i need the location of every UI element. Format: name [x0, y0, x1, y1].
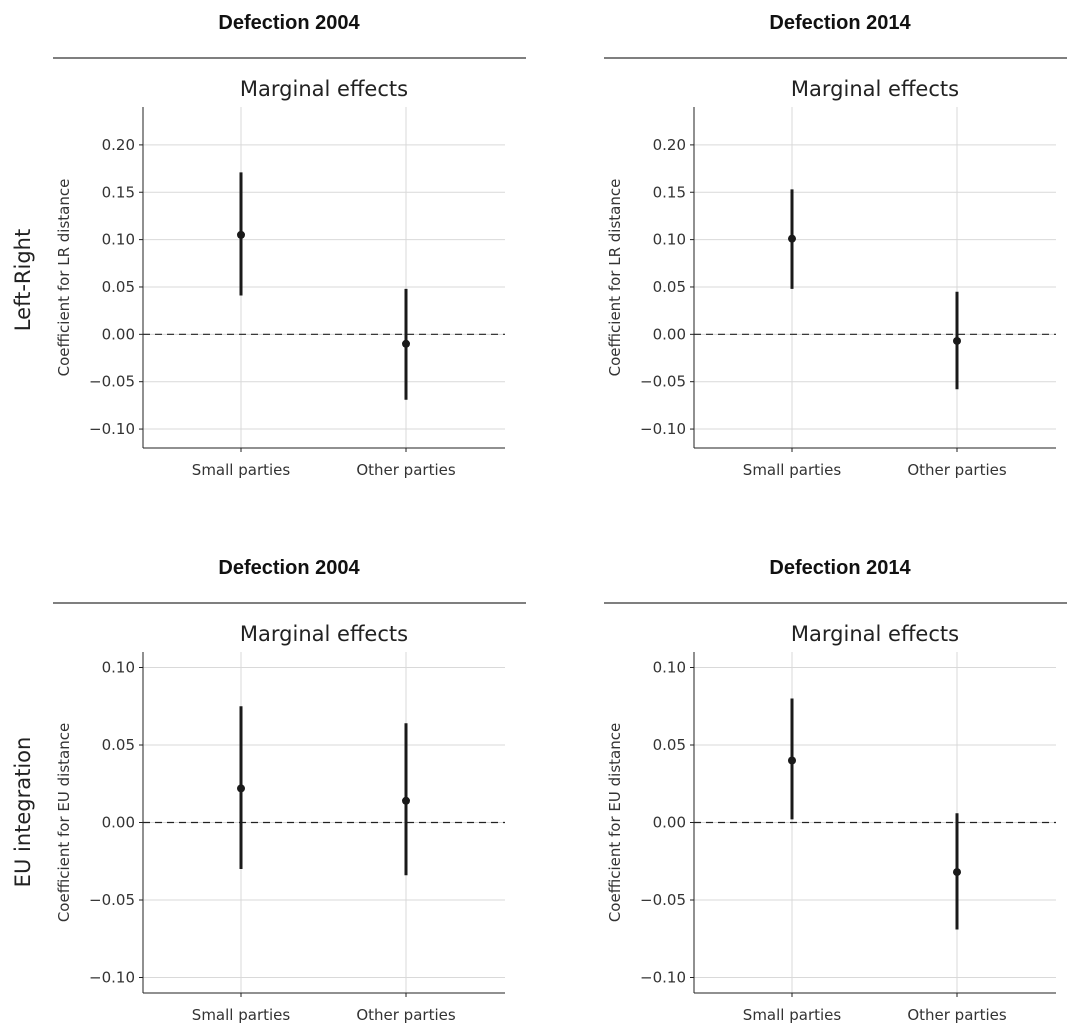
- column-title: Defection 2014: [769, 557, 911, 579]
- y-axis-label: Coefficient for EU distance: [55, 723, 73, 922]
- panel-title: Marginal effects: [240, 77, 408, 101]
- y-tick-label: 0.10: [102, 659, 135, 677]
- x-tick-label: Small parties: [743, 461, 842, 479]
- y-tick-label: 0.05: [102, 278, 135, 296]
- y-tick-label: −0.10: [89, 969, 135, 987]
- row-label-left-right: Left-Right: [11, 229, 35, 331]
- y-tick-label: 0.05: [653, 278, 686, 296]
- y-tick-label: −0.05: [640, 891, 686, 909]
- point-estimate-small-parties: [788, 234, 796, 243]
- point-estimate-small-parties: [788, 756, 796, 765]
- row-label-eu-integration: EU integration: [11, 737, 35, 888]
- y-tick-label: 0.20: [653, 136, 686, 154]
- y-tick-label: 0.00: [653, 814, 686, 832]
- y-tick-label: −0.10: [89, 420, 135, 438]
- y-tick-label: 0.05: [653, 736, 686, 754]
- y-tick-label: −0.05: [89, 891, 135, 909]
- point-estimate-small-parties: [237, 784, 245, 793]
- x-tick-label: Small parties: [192, 461, 291, 479]
- y-tick-label: 0.20: [102, 136, 135, 154]
- column-title: Defection 2014: [769, 12, 911, 34]
- x-tick-label: Other parties: [356, 1006, 456, 1023]
- y-axis-label: Coefficient for LR distance: [606, 179, 624, 377]
- panel-title: Marginal effects: [240, 622, 408, 646]
- y-tick-label: 0.15: [653, 183, 686, 201]
- point-estimate-small-parties: [237, 230, 245, 239]
- y-tick-label: 0.10: [653, 231, 686, 249]
- y-tick-label: −0.05: [89, 373, 135, 391]
- y-tick-label: 0.15: [102, 183, 135, 201]
- point-estimate-other-parties: [953, 336, 961, 345]
- y-tick-label: −0.10: [640, 969, 686, 987]
- point-estimate-other-parties: [402, 339, 410, 348]
- x-tick-label: Other parties: [907, 461, 1007, 479]
- y-tick-label: 0.05: [102, 736, 135, 754]
- y-tick-label: −0.10: [640, 420, 686, 438]
- y-tick-label: 0.00: [102, 325, 135, 343]
- y-tick-label: 0.00: [653, 325, 686, 343]
- x-tick-label: Small parties: [743, 1006, 842, 1023]
- panel-title: Marginal effects: [791, 77, 959, 101]
- y-axis-label: Coefficient for EU distance: [606, 723, 624, 922]
- point-estimate-other-parties: [953, 868, 961, 877]
- y-tick-label: 0.10: [653, 659, 686, 677]
- column-title: Defection 2004: [218, 557, 360, 579]
- panel-title: Marginal effects: [791, 622, 959, 646]
- x-tick-label: Other parties: [907, 1006, 1007, 1023]
- y-tick-label: −0.05: [640, 373, 686, 391]
- y-tick-label: 0.10: [102, 231, 135, 249]
- x-tick-label: Small parties: [192, 1006, 291, 1023]
- y-axis-label: Coefficient for LR distance: [55, 179, 73, 377]
- column-title: Defection 2004: [218, 12, 360, 34]
- point-estimate-other-parties: [402, 796, 410, 805]
- x-tick-label: Other parties: [356, 461, 456, 479]
- y-tick-label: 0.00: [102, 814, 135, 832]
